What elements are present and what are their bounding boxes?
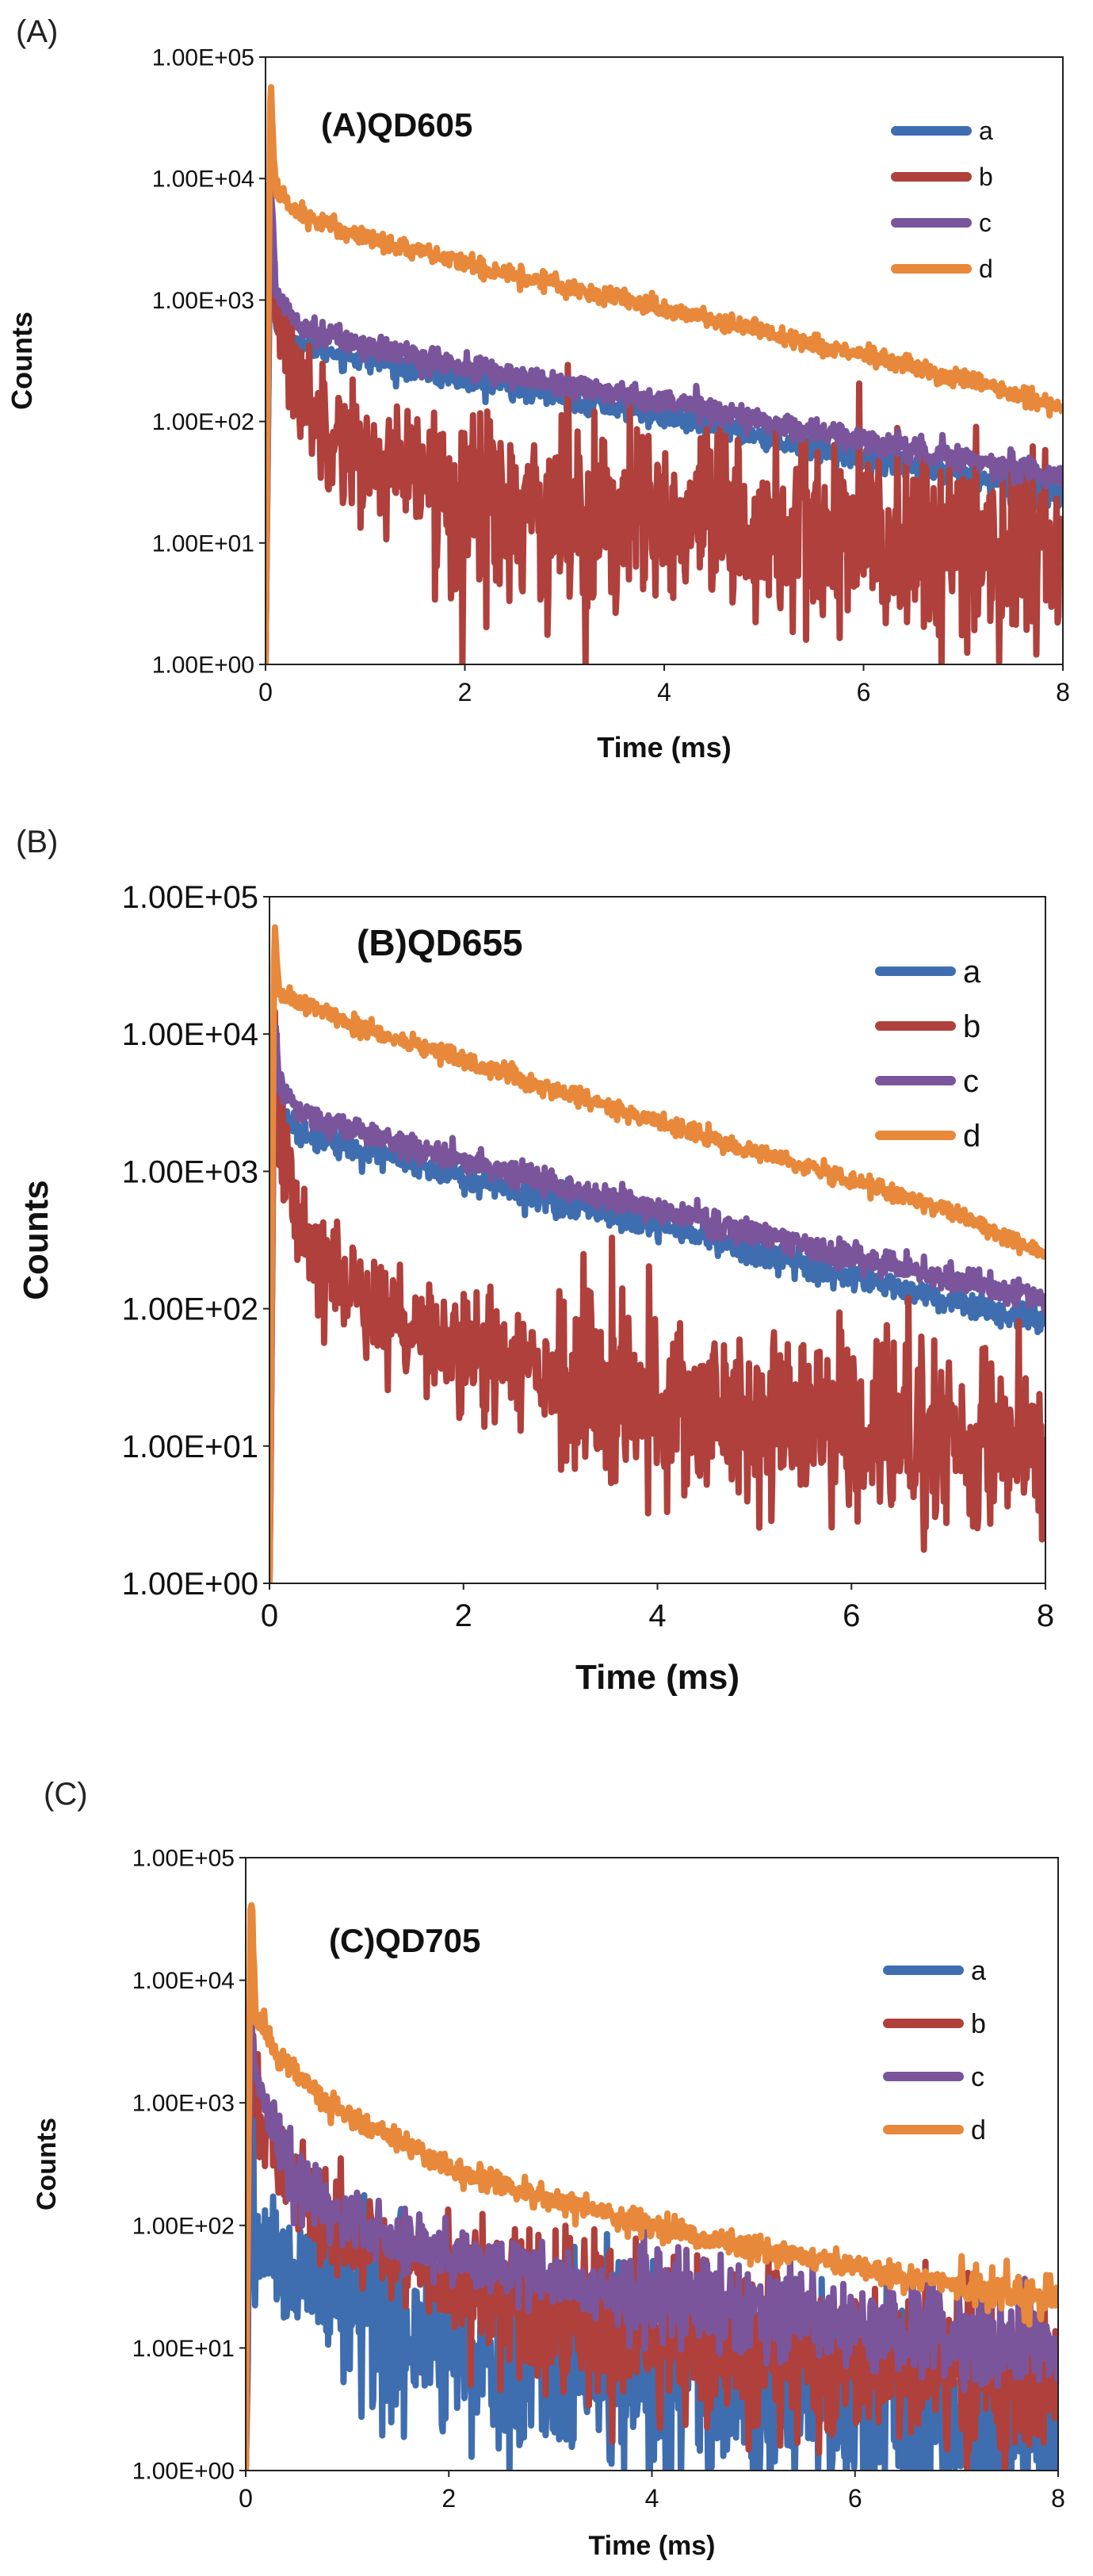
y-tick-label: 1.00E+02 (122, 1292, 258, 1327)
legend-label-a: a (963, 955, 981, 989)
legend-label-a: a (979, 117, 993, 145)
y-tick-label: 1.00E+00 (152, 653, 254, 679)
chart-c: 1.00E+00 1.00E+01 1.00E+02 1.00E+03 1.00E+04… (32, 1846, 1065, 2562)
y-tick-label: 1.00E+03 (132, 2091, 235, 2117)
y-tick-label: 1.00E+02 (152, 409, 254, 435)
y-tick-label: 1.00E+01 (132, 2336, 235, 2362)
chart-title: (B)QD655 (357, 922, 523, 963)
chart-a: 1.00E+00 1.00E+01 1.00E+02 1.00E+03 1.00E+04… (6, 45, 1070, 764)
legend-label-d: d (979, 255, 993, 283)
x-tick-label: 0 (261, 1598, 278, 1633)
x-tick-label: 6 (843, 1598, 860, 1633)
legend-label-c: c (979, 209, 992, 237)
series-line-a (246, 2080, 1058, 2471)
y-tick-label: 1.00E+04 (132, 1968, 235, 1994)
y-tick-label: 1.00E+05 (152, 45, 254, 71)
x-tick-label: 0 (258, 678, 273, 706)
x-tick-label: 0 (239, 2484, 253, 2513)
series-group (269, 924, 1045, 1583)
y-tick-label: 1.00E+00 (132, 2459, 235, 2485)
legend-label-d: d (963, 1119, 980, 1154)
legend-label-d: d (971, 2115, 986, 2145)
series-line-d (246, 1902, 1058, 2471)
series-line-b (269, 1008, 1045, 1583)
y-tick-label: 1.00E+00 (122, 1567, 258, 1602)
x-tick-label: 4 (657, 678, 671, 706)
chart-title: (C)QD705 (329, 1922, 480, 1959)
x-tick-label: 2 (455, 1598, 472, 1633)
y-tick-label: 1.00E+04 (122, 1017, 258, 1052)
x-axis-label: Time (ms) (597, 731, 731, 764)
legend-label-c: c (971, 2062, 984, 2092)
legend-label-c: c (963, 1064, 979, 1099)
series-group (246, 1902, 1058, 2471)
x-tick-label: 6 (848, 2484, 862, 2513)
chart-title: (A)QD605 (321, 106, 472, 144)
y-tick-label: 1.00E+05 (132, 1846, 235, 1872)
panel-label: (B) (16, 825, 59, 859)
series-line-c (246, 2018, 1058, 2471)
x-tick-label: 8 (1056, 678, 1070, 706)
series-line-a (266, 203, 1063, 664)
panel-label: (C) (44, 1777, 88, 1812)
x-tick-label: 8 (1037, 1598, 1054, 1633)
series-group (266, 84, 1063, 664)
x-tick-label: 2 (458, 678, 472, 706)
y-axis-label: Counts (32, 2118, 62, 2210)
y-tick-label: 1.00E+03 (152, 288, 254, 314)
series-line-c (269, 1024, 1045, 1583)
legend-label-b: b (979, 163, 993, 191)
series-line-d (269, 924, 1045, 1583)
series-line-d (266, 84, 1063, 664)
x-tick-label: 2 (441, 2484, 456, 2513)
x-axis-label: Time (ms) (575, 1658, 739, 1697)
y-axis-label: Counts (6, 312, 38, 410)
series-line-b (266, 175, 1063, 664)
series-line-c (266, 193, 1063, 664)
y-tick-label: 1.00E+01 (152, 530, 254, 557)
x-tick-label: 8 (1051, 2484, 1065, 2513)
panel-b: (B) 1.00E+00 1.00E+01 1.00E+02 1.00E+03 1.00… (0, 817, 1093, 1705)
y-tick-label: 1.00E+02 (132, 2213, 235, 2239)
y-axis-label: Counts (17, 1180, 55, 1300)
legend-label-a: a (971, 1956, 986, 1986)
panel-label: (A) (16, 14, 59, 49)
x-axis-label: Time (ms) (589, 2531, 716, 2561)
legend-label-b: b (971, 2009, 986, 2039)
chart-b: 1.00E+00 1.00E+01 1.00E+02 1.00E+03 1.00E+04… (17, 880, 1054, 1697)
y-tick-label: 1.00E+03 (122, 1154, 258, 1189)
x-tick-label: 4 (648, 1598, 666, 1633)
x-tick-label: 6 (857, 678, 871, 706)
panel-c: (C) 1.00E+00 1.00E+01 1.00E+02 1.00E+03 1.00… (0, 1772, 1093, 2576)
y-tick-label: 1.00E+04 (152, 167, 254, 193)
legend-label-b: b (963, 1009, 980, 1044)
y-tick-label: 1.00E+01 (122, 1430, 258, 1464)
x-tick-label: 4 (645, 2484, 659, 2513)
panel-a: (A) 1.00E+00 1.00E+01 1.00E+02 1.00E+03 1.00… (0, 0, 1093, 793)
y-tick-label: 1.00E+05 (122, 880, 258, 915)
